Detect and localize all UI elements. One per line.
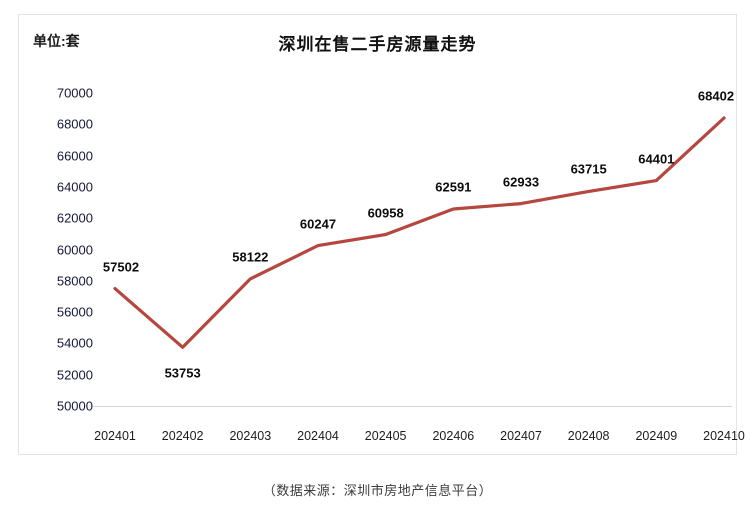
y-axis-tick-label: 58000 [56, 273, 93, 289]
x-axis-tick-label: 202406 [432, 429, 475, 443]
y-axis-tick-label: 52000 [56, 367, 93, 383]
data-point-label: 60958 [367, 205, 404, 220]
x-axis-tick-label: 202403 [229, 429, 272, 443]
y-axis-tick-label: 56000 [56, 304, 93, 320]
x-axis-tick-label: 202408 [567, 429, 610, 443]
data-point-label: 60247 [299, 216, 337, 232]
y-axis-unit-label: 单位:套 [33, 33, 80, 49]
plot-area: 70000 68000 66000 64000 62000 60000 58000 56000… [19, 15, 745, 456]
x-axis-tick-label: 202405 [364, 429, 407, 443]
y-axis-tick-label: 68000 [56, 116, 93, 132]
data-point-label: 64401 [638, 151, 675, 167]
source-note: （数据来源：深圳市房地产信息平台） [262, 483, 493, 498]
y-axis-tick-label: 62000 [56, 210, 93, 226]
x-axis-tick-label: 202404 [297, 429, 339, 443]
x-axis-tick-label: 202410 [703, 429, 745, 443]
x-axis-tick-label: 202402 [161, 429, 204, 443]
x-axis-tick-label: 202401 [94, 429, 136, 443]
y-axis-tick-label: 60000 [56, 242, 93, 257]
chart-title: 深圳在售二手房源量走势 [278, 35, 477, 55]
data-point-label: 53753 [164, 365, 201, 381]
y-axis-tick-label: 66000 [56, 148, 93, 164]
data-point-label: 62933 [502, 174, 540, 190]
x-axis-line [93, 406, 732, 407]
y-axis-tick-label: 70000 [56, 85, 93, 101]
y-axis-tick-label: 50000 [56, 398, 93, 414]
x-axis-tick-label: 202407 [500, 429, 542, 443]
data-point-label: 68402 [697, 88, 735, 104]
line-series-svg [113, 116, 726, 349]
data-point-label: 58122 [232, 249, 269, 265]
data-point-label: 62591 [435, 179, 472, 195]
data-point-label: 63715 [570, 161, 607, 177]
data-point-label: 57502 [102, 259, 140, 275]
y-axis: 70000 68000 66000 64000 62000 60000 58000 56000… [27, 15, 93, 456]
line-series-path [113, 116, 726, 349]
x-axis-tick-label: 202409 [635, 429, 678, 443]
y-axis-tick-label: 54000 [56, 335, 93, 351]
x-axis: 202401 202402 202403 202404 202405 202406 2024… [93, 421, 745, 451]
chart-card: 单位:套 深圳在售二手房源量走势 70000 68000 66000 64000 620… [18, 14, 745, 456]
y-axis-tick-label: 64000 [56, 179, 93, 195]
